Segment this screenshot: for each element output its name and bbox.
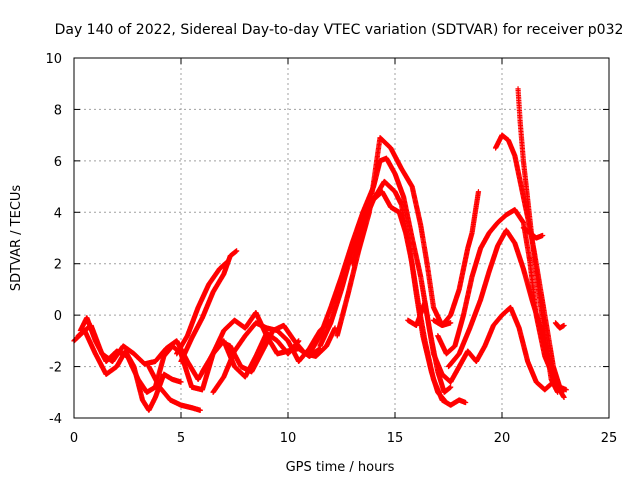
chart-title: Day 140 of 2022, Sidereal Day-to-day VTE… bbox=[55, 22, 624, 38]
data-markers bbox=[71, 86, 569, 413]
data-point bbox=[178, 379, 184, 385]
